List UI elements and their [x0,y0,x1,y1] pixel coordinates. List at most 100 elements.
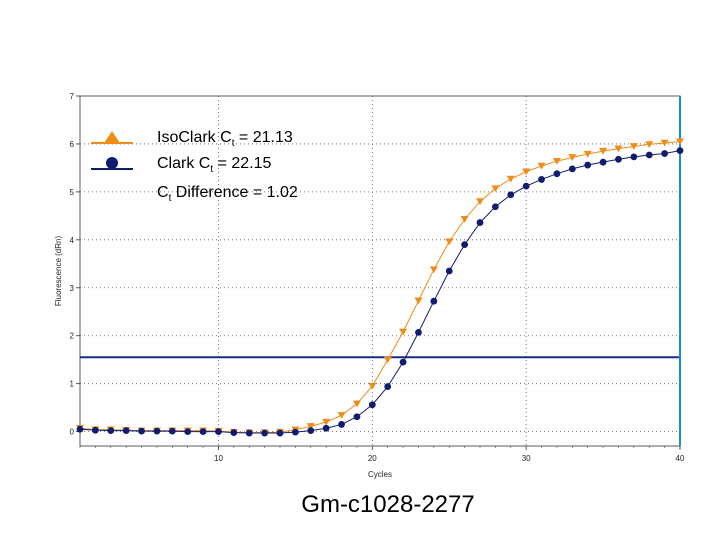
data-point [661,150,669,157]
data-point [337,412,346,419]
data-point [383,356,392,364]
data-point [368,401,376,409]
series-clark [76,147,684,437]
data-point [307,427,315,435]
data-point [476,198,484,206]
data-point [353,413,361,421]
data-point [199,428,207,436]
legend-entry: Clark Ct = 22.15 [157,155,272,175]
data-point [522,168,531,176]
data-point [615,155,622,163]
data-point [552,158,561,165]
ct-difference-text: Ct Difference = 1.02 [157,184,298,204]
series-line [79,141,681,434]
grid-lines [80,95,681,446]
data-point [445,238,454,246]
x-tick-label: 30 [522,454,531,463]
data-point [522,182,530,190]
data-point [445,267,453,275]
data-point [215,428,222,436]
data-point [399,358,407,366]
data-point [537,162,546,170]
data-point [322,424,330,432]
data-point [291,428,299,436]
y-tick-label: 6 [70,140,75,149]
difference-label: C [157,184,169,201]
x-axis-label: Cycles [368,470,392,479]
x-tick-label: 20 [368,454,377,463]
data-point [629,143,638,150]
data-point [461,241,469,249]
data-point [645,151,653,159]
data-point [630,153,638,161]
data-point [338,421,345,428]
data-point [584,161,592,169]
data-point [599,147,608,155]
data-point [261,429,269,437]
data-point [538,176,545,183]
data-point [614,145,623,153]
y-tick-label: 7 [70,92,75,101]
legend-subscript: t [210,164,213,175]
chart-caption: Gm-c1028-2277 [301,491,474,518]
data-point [122,427,130,435]
data-point [368,382,377,390]
data-point [491,185,500,193]
legend-subscript: t [232,138,235,149]
data-point [352,400,361,408]
legend-label: IsoClark C [157,129,232,146]
x-tick-label: 40 [676,454,685,463]
x-tick-label: 10 [214,454,223,463]
data-point [583,150,592,158]
data-point [276,429,284,437]
data-point [491,203,499,211]
data-point [138,427,145,435]
data-point [430,297,438,305]
data-point [399,328,408,336]
y-tick-label: 2 [70,332,75,341]
data-point [506,175,515,183]
y-tick-label: 4 [70,236,75,245]
difference-subscript: t [169,193,172,204]
data-point [553,170,561,178]
difference-value: Difference = 1.02 [171,184,298,201]
data-point [168,427,176,435]
data-point [245,429,253,437]
data-point [415,328,422,336]
data-point [91,426,99,434]
data-point [322,418,331,426]
plot-area [79,95,681,447]
data-point [306,423,315,430]
data-point [76,425,84,433]
y-tick-label: 0 [70,428,75,437]
legend-swatch-marker [106,157,118,169]
data-point [230,429,238,436]
legend-value: = 21.13 [234,129,292,146]
data-point [429,266,438,274]
data-point [599,158,607,166]
data-point [568,154,577,161]
y-tick-label: 1 [70,380,75,389]
y-tick-label: 3 [70,284,75,293]
data-point [476,219,484,226]
data-point [414,297,423,305]
series-layer [76,138,684,437]
y-axis-label: Fluorescence (dRn) [54,236,63,307]
legend-label: Clark C [157,155,210,172]
data-point [660,139,669,147]
series-line [79,150,681,434]
data-point [676,147,684,155]
data-point [568,165,576,173]
data-point [507,191,515,199]
data-point [460,216,469,223]
threshold-layer [80,96,681,446]
legend-entry: IsoClark Ct = 21.13 [157,129,293,149]
data-point [384,383,392,390]
y-tick-label: 5 [70,188,75,197]
legend-swatch-marker [104,131,120,143]
legend-value: = 22.15 [213,155,271,172]
data-point [184,428,192,436]
data-point [645,141,654,149]
